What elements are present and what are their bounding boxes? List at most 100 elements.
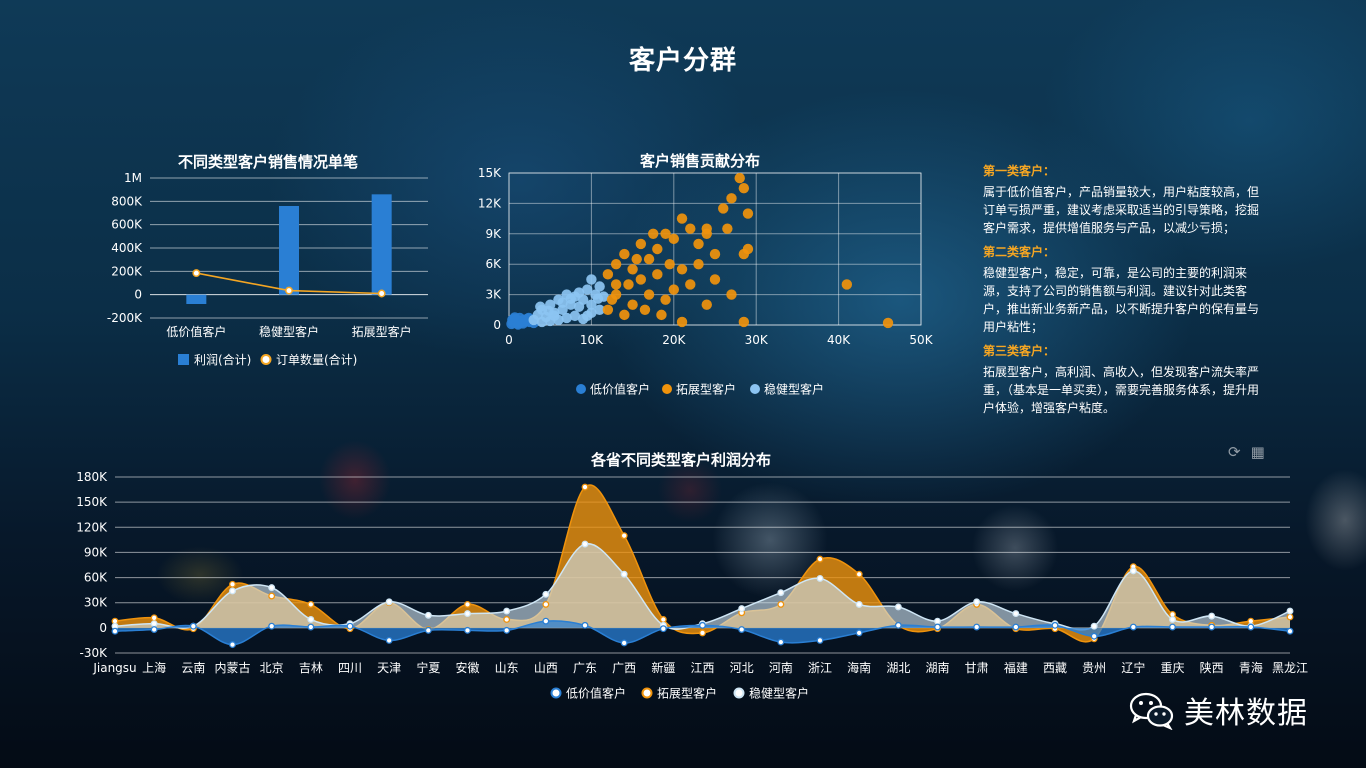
area-point-2-23[interactable] <box>1012 610 1020 618</box>
scatter-point-1-7[interactable] <box>660 228 671 239</box>
scatter-point-1-40[interactable] <box>648 228 659 239</box>
scatter-point-1-27[interactable] <box>627 299 638 310</box>
scatter-point-1-25[interactable] <box>660 294 671 305</box>
area-point-0-14[interactable] <box>659 625 667 633</box>
area-point-0-4[interactable] <box>268 622 276 630</box>
area-point-0-29[interactable] <box>1247 623 1255 631</box>
area-point-0-9[interactable] <box>464 626 471 634</box>
scatter-point-2-26[interactable] <box>573 301 585 312</box>
scatter-point-1-34[interactable] <box>841 279 853 290</box>
scatter-point-1-26[interactable] <box>643 289 655 300</box>
area-point-0-1[interactable] <box>150 626 158 633</box>
scatter-point-2-30[interactable] <box>535 301 546 312</box>
scatter-point-1-9[interactable] <box>676 213 688 224</box>
scatter-point-1-46[interactable] <box>639 304 651 315</box>
scatter-point-2-22[interactable] <box>536 316 548 328</box>
scatter-point-1-28[interactable] <box>619 309 630 321</box>
bar-chart-legend[interactable]: 利润(合计) 订单数量(合计) <box>178 352 357 367</box>
scatter-point-2-24[interactable] <box>594 304 605 315</box>
area-point-2-30[interactable] <box>1286 607 1294 615</box>
order-count-point-0[interactable] <box>192 269 201 278</box>
area-point-2-20[interactable] <box>894 603 902 611</box>
scatter-point-1-49[interactable] <box>701 223 712 234</box>
scatter-point-1-3[interactable] <box>627 264 638 275</box>
area-point-2-26[interactable] <box>1129 567 1137 575</box>
scatter-point-1-37[interactable] <box>676 316 688 328</box>
scatter-point-1-42[interactable] <box>693 259 704 270</box>
area-point-2-17[interactable] <box>777 589 785 597</box>
area-point-0-22[interactable] <box>973 623 981 631</box>
area-point-0-16[interactable] <box>738 626 746 633</box>
scatter-point-1-0[interactable] <box>602 269 614 280</box>
area-point-0-30[interactable] <box>1286 627 1294 635</box>
bar-profit-0[interactable] <box>186 294 207 304</box>
scatter-point-1-33[interactable] <box>676 264 688 275</box>
area-point-2-12[interactable] <box>581 540 589 548</box>
scatter-point-1-5[interactable] <box>643 253 655 265</box>
area-point-2-21[interactable] <box>934 617 941 625</box>
scatter-point-1-18[interactable] <box>742 208 754 219</box>
area-point-0-17[interactable] <box>777 638 785 646</box>
area-point-2-18[interactable] <box>816 574 824 582</box>
data-table-icon[interactable]: ▦ <box>1250 443 1265 461</box>
area-chart-legend[interactable]: 低价值客户 拓展型客户 稳健型客户 <box>550 686 810 701</box>
area-point-2-10[interactable] <box>503 607 511 615</box>
area-point-1-30[interactable] <box>1286 613 1294 621</box>
scatter-point-0-18[interactable] <box>509 312 520 323</box>
scatter-point-2-34[interactable] <box>598 291 609 302</box>
bar-profit-1[interactable] <box>279 206 299 295</box>
area-point-2-25[interactable] <box>1090 622 1098 630</box>
area-point-2-1[interactable] <box>150 620 158 628</box>
scatter-point-1-23[interactable] <box>685 279 696 290</box>
area-point-0-20[interactable] <box>894 621 902 629</box>
area-point-1-1[interactable] <box>150 614 158 622</box>
area-point-2-16[interactable] <box>738 605 746 613</box>
area-point-2-8[interactable] <box>424 611 432 619</box>
area-point-0-11[interactable] <box>542 617 550 625</box>
scatter-point-2-31[interactable] <box>582 310 593 322</box>
scatter-point-1-48[interactable] <box>602 304 614 315</box>
scatter-point-1-39[interactable] <box>631 253 642 265</box>
scatter-point-2-27[interactable] <box>565 293 576 304</box>
scatter-point-2-13[interactable] <box>582 284 593 295</box>
scatter-point-1-17[interactable] <box>738 183 750 194</box>
area-point-2-28[interactable] <box>1208 612 1216 620</box>
area-point-2-4[interactable] <box>268 584 276 592</box>
area-point-0-7[interactable] <box>385 636 393 644</box>
area-point-1-12[interactable] <box>581 483 589 491</box>
scatter-point-1-36[interactable] <box>738 316 750 328</box>
order-count-point-1[interactable] <box>285 286 293 295</box>
scatter-point-1-45[interactable] <box>623 279 634 290</box>
scatter-point-1-8[interactable] <box>668 233 679 245</box>
area-point-0-6[interactable] <box>346 622 354 630</box>
scatter-point-1-21[interactable] <box>726 289 737 300</box>
scatter-point-1-35[interactable] <box>882 317 894 329</box>
bar-profit-2[interactable] <box>371 194 392 295</box>
scatter-point-1-4[interactable] <box>635 238 647 250</box>
area-point-0-8[interactable] <box>424 626 432 634</box>
area-point-1-9[interactable] <box>464 600 471 608</box>
area-point-1-11[interactable] <box>542 600 550 608</box>
area-point-1-4[interactable] <box>268 592 276 600</box>
area-point-0-10[interactable] <box>503 626 511 634</box>
scatter-chart-legend[interactable]: 低价值客户 拓展型客户 稳健型客户 <box>576 382 824 397</box>
scatter-point-1-47[interactable] <box>656 309 667 321</box>
scatter-point-1-41[interactable] <box>664 259 675 270</box>
area-point-0-21[interactable] <box>934 623 941 631</box>
scatter-point-1-1[interactable] <box>610 259 622 270</box>
area-point-0-19[interactable] <box>855 629 863 637</box>
scatter-point-1-2[interactable] <box>619 248 630 260</box>
area-point-0-25[interactable] <box>1090 632 1098 640</box>
area-point-1-13[interactable] <box>620 532 628 540</box>
scatter-point-1-15[interactable] <box>726 193 737 204</box>
area-point-0-24[interactable] <box>1051 621 1059 629</box>
area-point-2-13[interactable] <box>620 570 628 578</box>
area-point-1-19[interactable] <box>855 570 863 578</box>
scatter-point-1-31[interactable] <box>635 274 647 285</box>
scatter-point-2-16[interactable] <box>594 281 605 292</box>
scatter-point-1-16[interactable] <box>734 172 745 184</box>
area-point-0-0[interactable] <box>111 627 119 635</box>
area-point-0-27[interactable] <box>1169 623 1176 631</box>
area-point-1-18[interactable] <box>816 555 824 563</box>
area-point-1-3[interactable] <box>229 580 236 588</box>
